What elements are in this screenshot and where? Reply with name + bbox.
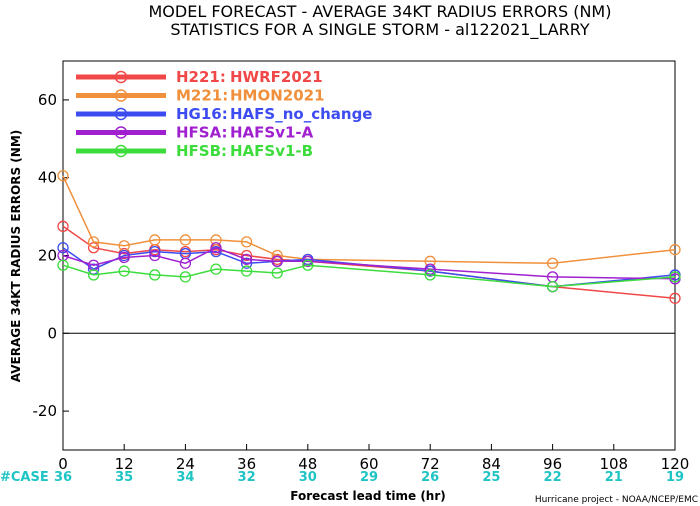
legend-name-hafsv1-b: HFSB: (176, 142, 227, 160)
y-axis-label: AVERAGE 34KT RADIUS ERRORS (NM) (9, 130, 23, 382)
case-count: 32 (238, 470, 256, 485)
case-count: 21 (605, 470, 623, 485)
case-count: 35 (115, 470, 133, 485)
data-point-hmon2021 (149, 234, 161, 246)
data-point-hafsv1-a (271, 255, 283, 267)
data-point-hafsv1-b (424, 269, 436, 281)
data-point-hafs-no-change (149, 245, 161, 258)
y-tick-label: -20 (33, 402, 58, 420)
legend-name-hwrf2021: H221: (176, 68, 226, 86)
case-count: 26 (421, 470, 439, 485)
y-tick-label: 60 (38, 91, 57, 109)
legend-name-hafs-no-change: HG16: (176, 105, 228, 123)
legend-name-hmon2021: M221: (176, 87, 228, 105)
credit-text: Hurricane project - NOAA/NCEP/EMC (535, 495, 698, 505)
data-point-hmon2021 (669, 244, 681, 256)
legend-label-hmon2021: HMON2021 (230, 87, 325, 105)
data-point-hafsv1-b (87, 269, 100, 281)
data-point-hafsv1-b (546, 280, 559, 293)
chart-title: MODEL FORECAST - AVERAGE 34KT RADIUS ERR… (149, 2, 612, 21)
legend-marker-hmon2021 (114, 89, 128, 102)
legend-label-hafs-no-change: HAFS_no_change (230, 105, 372, 123)
data-point-hafsv1-a (302, 255, 314, 267)
x-tick-label: 72 (421, 455, 440, 473)
legend-marker-hafs-no-change (114, 107, 128, 121)
data-point-hafsv1-a (149, 249, 161, 262)
x-tick-label: 12 (115, 455, 134, 473)
x-tick-label: 36 (237, 455, 256, 473)
data-point-hafsv1-a (424, 263, 436, 275)
y-tick-label: 0 (47, 324, 57, 342)
legend-marker-hafsv1-b (114, 144, 128, 158)
legend-marker-hafsv1-a (114, 126, 128, 139)
data-point-hwrf2021 (57, 220, 69, 232)
data-point-hmon2021 (210, 234, 222, 246)
data-point-hafsv1-b (271, 267, 283, 279)
data-point-hmon2021 (546, 257, 559, 269)
case-count: 22 (544, 470, 562, 485)
data-point-hwrf2021 (669, 292, 681, 304)
case-label: #CASE (0, 470, 49, 485)
data-point-hmon2021 (87, 236, 100, 248)
data-point-hafsv1-b (179, 271, 192, 283)
data-point-hmon2021 (271, 249, 283, 262)
legend-label-hafsv1-a: HAFSv1-A (230, 124, 314, 142)
data-point-hafs-no-change (210, 245, 222, 258)
data-point-hafs-no-change (57, 242, 69, 254)
legend-marker-hwrf2021 (114, 70, 128, 84)
series-line-hwrf2021 (62, 225, 676, 300)
x-tick-label: 120 (661, 455, 690, 473)
data-point-hmon2021 (179, 234, 192, 246)
data-point-hmon2021 (240, 236, 253, 248)
data-point-hafsv1-b (118, 265, 130, 277)
legend-name-hafsv1-a: HFSA: (176, 124, 228, 142)
data-point-hafsv1-b (210, 263, 222, 275)
data-point-hwrf2021 (87, 242, 100, 254)
series-line-hafsv1-a (62, 246, 676, 280)
y-tick-label: 40 (38, 169, 57, 187)
data-point-hafsv1-b (240, 265, 253, 277)
x-tick-label: 96 (543, 455, 562, 473)
data-point-hwrf2021 (240, 249, 253, 262)
legend-label-hwrf2021: HWRF2021 (230, 68, 323, 86)
x-tick-label: 84 (482, 455, 501, 473)
data-point-hafsv1-a (210, 242, 222, 254)
x-tick-label: 108 (599, 455, 628, 473)
case-count: 36 (54, 470, 72, 485)
x-tick-label: 48 (298, 455, 317, 473)
data-point-hafsv1-b (302, 259, 314, 271)
case-count: 25 (482, 470, 500, 485)
data-point-hafsv1-b (57, 259, 69, 271)
x-tick-label: 60 (359, 455, 378, 473)
x-axis-label: Forecast lead time (hr) (290, 489, 446, 503)
case-count: 30 (299, 470, 317, 485)
series-line-hafs-no-change (62, 247, 676, 288)
data-point-hafs-no-change (240, 257, 253, 269)
case-count: 19 (666, 470, 684, 485)
data-point-hafsv1-a (240, 253, 253, 266)
x-tick-label: 0 (58, 455, 68, 473)
x-tick-label: 24 (176, 455, 195, 473)
data-point-hafsv1-a (179, 257, 192, 269)
case-count: 34 (176, 470, 194, 485)
legend-label-hafsv1-b: HAFSv1-B (230, 142, 313, 160)
data-point-hafsv1-b (149, 269, 161, 281)
case-count: 29 (360, 470, 378, 485)
chart-subtitle: STATISTICS FOR A SINGLE STORM - al122021… (170, 20, 589, 40)
data-point-hafsv1-a (118, 251, 130, 264)
y-tick-label: 20 (38, 247, 57, 265)
data-point-hmon2021 (57, 170, 69, 182)
data-point-hafsv1-b (669, 271, 681, 283)
